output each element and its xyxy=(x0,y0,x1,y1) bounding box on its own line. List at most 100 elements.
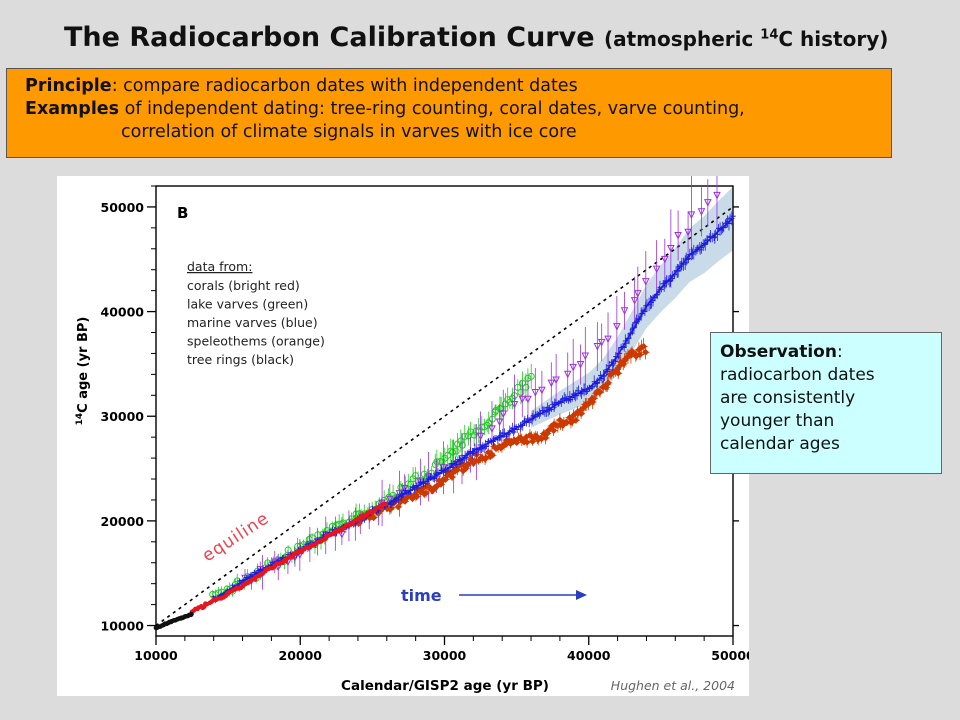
legend-heading: data from: xyxy=(187,259,252,274)
data-point xyxy=(189,611,194,617)
credit-label: Hughen et al., 2004 xyxy=(611,678,735,693)
data-point xyxy=(457,437,465,445)
data-point xyxy=(476,432,485,441)
data-point xyxy=(590,394,598,402)
series-speleothems xyxy=(354,338,650,527)
equiline-label: equiline xyxy=(199,508,273,566)
data-point xyxy=(577,410,585,418)
examples-line: Examples of independent dating: tree-rin… xyxy=(25,99,745,119)
x-tick-label: 20000 xyxy=(279,648,323,663)
series-tree xyxy=(153,611,194,631)
principle-line: Principle: compare radiocarbon dates wit… xyxy=(25,76,578,96)
data-point xyxy=(527,372,535,380)
series-lake xyxy=(209,363,535,600)
data-point xyxy=(593,343,602,351)
observation-line: calendar ages xyxy=(720,434,840,454)
data-point xyxy=(697,208,706,216)
data-point xyxy=(413,493,421,501)
observation-line: are consistently xyxy=(720,388,856,408)
legend-entry: marine varves (blue) xyxy=(187,315,318,330)
data-point xyxy=(563,370,572,379)
observation-box: Observation: radiocarbon dates are consi… xyxy=(710,332,942,474)
calibration-chart: 10000 20000 30000 40000 50000 10000 20000 30000… xyxy=(75,176,749,694)
title-main: The Radiocarbon Calibration Curve xyxy=(64,22,595,53)
data-point xyxy=(495,418,504,427)
y-tick-label: 50000 xyxy=(101,200,145,215)
data-point xyxy=(499,410,508,419)
data-point xyxy=(604,379,612,387)
data-point xyxy=(383,501,389,507)
data-point xyxy=(630,297,639,305)
data-point xyxy=(713,191,721,200)
data-point xyxy=(386,495,394,504)
plot-frame xyxy=(155,185,734,637)
data-point xyxy=(497,405,505,413)
legend-entry: lake varves (green) xyxy=(187,297,308,312)
data-point xyxy=(642,348,650,356)
data-point xyxy=(400,484,409,493)
data-point xyxy=(597,338,606,347)
data-point xyxy=(341,526,347,531)
data-point xyxy=(687,211,696,219)
data-point xyxy=(581,352,590,361)
data-point xyxy=(552,376,560,385)
data-point xyxy=(517,388,525,396)
data-point xyxy=(452,447,460,455)
series-corals xyxy=(189,501,389,615)
data-point xyxy=(704,199,712,207)
observation-line: younger than xyxy=(720,411,835,431)
x-axis-label: Calendar/GISP2 age (yr BP) xyxy=(341,678,549,694)
y-axis-label: 14C age (yr BP) xyxy=(75,317,91,426)
data-point xyxy=(634,290,642,298)
data-point xyxy=(569,363,578,372)
data-point xyxy=(510,401,519,409)
data-point xyxy=(641,278,650,286)
data-point xyxy=(674,231,682,240)
legend-entry: corals (bright red) xyxy=(187,278,300,293)
data-point xyxy=(524,395,532,404)
observation-heading: Observation: xyxy=(720,342,843,362)
data-point xyxy=(488,425,496,434)
y-tick-label: 20000 xyxy=(101,514,145,529)
time-label: time xyxy=(401,586,442,605)
series-violet xyxy=(241,176,721,590)
data-point xyxy=(614,369,622,377)
data-point xyxy=(652,265,661,274)
principle-box: Principle: compare radiocarbon dates wit… xyxy=(6,68,892,158)
panel-label: B xyxy=(177,204,188,222)
data-point xyxy=(604,335,612,344)
data-point xyxy=(388,504,395,512)
data-point xyxy=(401,497,409,505)
data-point xyxy=(613,323,621,331)
slide-title: The Radiocarbon Calibration Curve (atmos… xyxy=(64,22,888,53)
data-point xyxy=(422,489,430,497)
time-arrow-head xyxy=(576,590,587,600)
data-point xyxy=(538,386,546,395)
series-marine xyxy=(211,209,736,604)
data-point xyxy=(470,431,478,439)
data-point xyxy=(489,451,496,459)
title-sub: (atmospheric 14C history) xyxy=(603,27,889,51)
y-tick-label: 40000 xyxy=(101,305,145,320)
x-tick-label: 50000 xyxy=(711,648,749,663)
data-point xyxy=(522,383,530,391)
data-point xyxy=(448,473,456,481)
x-tick-label: 10000 xyxy=(134,648,178,663)
legend-entry: tree rings (black) xyxy=(187,352,294,367)
x-tick-label: 40000 xyxy=(567,648,611,663)
data-point xyxy=(667,244,675,253)
data-point xyxy=(547,379,556,388)
plot-panel: 10000 20000 30000 40000 50000 10000 20000 30000… xyxy=(57,176,749,696)
y-tick-label: 10000 xyxy=(101,619,145,634)
data-point xyxy=(448,448,456,456)
observation-line: radiocarbon dates xyxy=(720,365,875,385)
data-point xyxy=(576,360,585,369)
data-point xyxy=(596,388,604,396)
data-point xyxy=(404,480,412,488)
y-tick-label: 30000 xyxy=(101,409,145,424)
data-point xyxy=(684,228,692,237)
data-point xyxy=(518,395,527,404)
x-tick-label: 30000 xyxy=(423,648,467,663)
examples-continuation: correlation of climate signals in varves… xyxy=(121,122,577,142)
data-point xyxy=(620,307,629,315)
